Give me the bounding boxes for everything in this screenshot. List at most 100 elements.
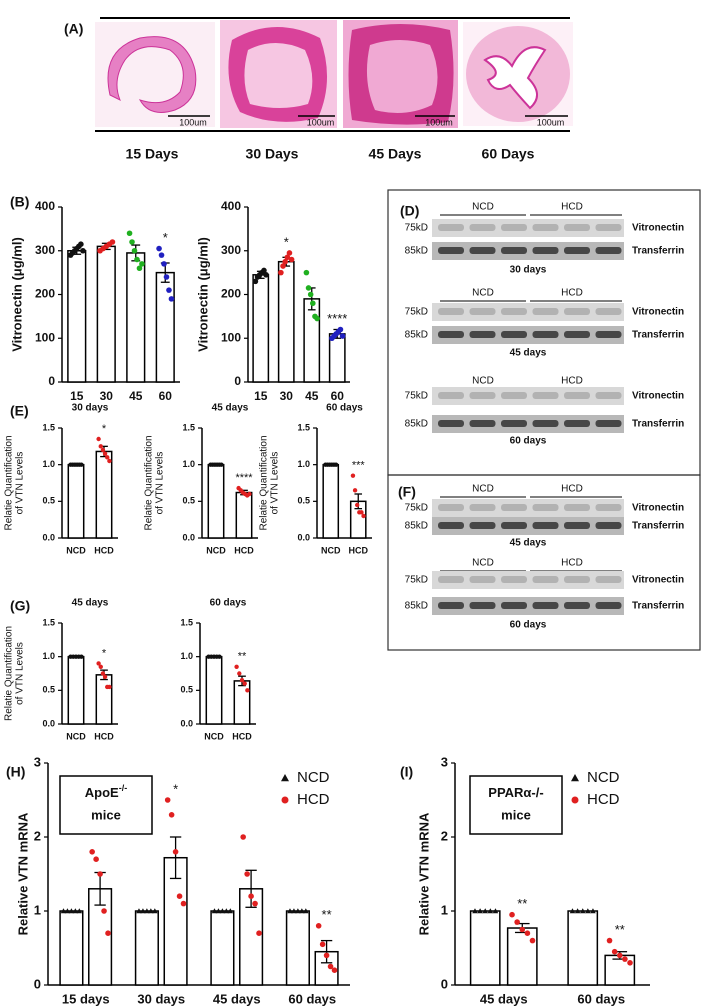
histology: [95, 20, 573, 128]
y-tick-label: 2: [34, 828, 41, 843]
significance: ****: [327, 311, 347, 326]
data-point: [310, 300, 316, 307]
y-tick-label: 300: [35, 243, 55, 257]
caption: 45 Days: [369, 146, 422, 162]
blot-caption: 60 days: [510, 620, 547, 631]
data-point: [101, 908, 107, 914]
y-tick-label: 1.5: [182, 422, 195, 432]
data-point: [136, 265, 143, 272]
y-tick-label: 0: [34, 976, 41, 991]
blot-band: [469, 224, 496, 231]
y-axis-label: of VTN Levels: [15, 452, 26, 515]
data-point: [156, 245, 162, 252]
data-point: [280, 263, 286, 269]
y-axis-label: of VTN Levels: [155, 452, 166, 515]
legend-label: HCD: [297, 791, 330, 808]
blot-caption: 45 days: [510, 538, 547, 549]
blot-band: [438, 224, 464, 231]
data-point: [102, 674, 108, 680]
legend-label: NCD: [297, 769, 330, 786]
data-point: [144, 908, 150, 914]
data-point: [323, 952, 330, 959]
x-tick-label: 60: [331, 389, 345, 403]
data-point: [359, 510, 364, 515]
data-point: [139, 261, 145, 267]
blot-band: [438, 576, 464, 583]
legend-marker: [281, 796, 289, 804]
bar: [134, 910, 159, 986]
group-label: NCD: [472, 202, 494, 213]
y-tick-label: 1.0: [42, 651, 55, 661]
data-point: [217, 654, 222, 659]
caption: 15 Days: [126, 146, 179, 162]
blot-band: [532, 247, 559, 254]
blot-band: [564, 331, 590, 338]
box-label: PPARα-/-: [488, 785, 543, 800]
kd-label: 75kD: [405, 391, 428, 402]
data-point: [482, 908, 489, 914]
band-label: Vitronectin: [632, 391, 684, 402]
x-tick-label: 60: [159, 389, 173, 403]
data-point: [96, 436, 101, 442]
data-point: [287, 908, 293, 914]
blot-band: [438, 331, 464, 338]
bar: [235, 491, 253, 539]
significance: ****: [235, 472, 253, 484]
data-point: [148, 908, 154, 914]
data-point: [303, 908, 309, 914]
panel-label: (E): [10, 403, 29, 419]
blot-band: [501, 522, 527, 529]
data-point: [180, 900, 187, 907]
group-label: NCD: [472, 288, 494, 299]
blot-band: [438, 602, 464, 609]
significance: **: [517, 896, 527, 911]
data-point: [78, 241, 84, 247]
blot-band: [564, 392, 590, 399]
significance: ***: [352, 460, 366, 472]
bar: [233, 680, 251, 725]
data-point: [263, 272, 269, 278]
scale-label: 100um: [537, 117, 565, 127]
data-point: [350, 473, 356, 478]
blot-band: [595, 576, 622, 583]
bar: [67, 250, 87, 383]
data-point: [247, 491, 252, 497]
label-box: [469, 775, 563, 835]
data-point: [627, 960, 633, 966]
data-point: [131, 247, 138, 254]
band-label: Vitronectin: [632, 575, 684, 586]
data-point: [327, 963, 334, 970]
data-point: [579, 908, 586, 914]
blot-band: [501, 602, 527, 609]
box-label: mice: [91, 807, 121, 822]
data-point: [569, 908, 576, 914]
kd-label: 85kD: [405, 246, 428, 257]
blot-band: [532, 576, 559, 583]
x-tick-label: 30: [100, 389, 114, 403]
bar: [469, 910, 501, 986]
y-tick-label: 0.0: [42, 532, 55, 542]
data-point: [129, 239, 135, 245]
y-axis-label: Relative VTN mRNA: [416, 812, 431, 935]
blot-band: [501, 504, 527, 511]
x-tick-label: 15: [70, 389, 84, 403]
data-point: [98, 444, 103, 449]
band-label: Transferrin: [632, 246, 684, 257]
data-point: [60, 908, 67, 914]
bar: [277, 260, 295, 383]
legend-label: HCD: [587, 791, 620, 808]
y-axis-label: of VTN Levels: [15, 642, 26, 705]
label-box: [59, 775, 153, 835]
data-point: [219, 462, 224, 467]
blot-band: [438, 247, 464, 254]
blot-band: [532, 522, 559, 529]
blot-band: [501, 247, 527, 254]
data-point: [223, 908, 230, 914]
data-point: [109, 239, 116, 245]
bar: [567, 910, 599, 986]
data-point: [622, 956, 628, 962]
significance: *: [163, 230, 168, 245]
data-point: [299, 908, 305, 914]
box-label: ApoE-/-: [85, 783, 127, 800]
y-tick-label: 0.5: [42, 685, 55, 695]
